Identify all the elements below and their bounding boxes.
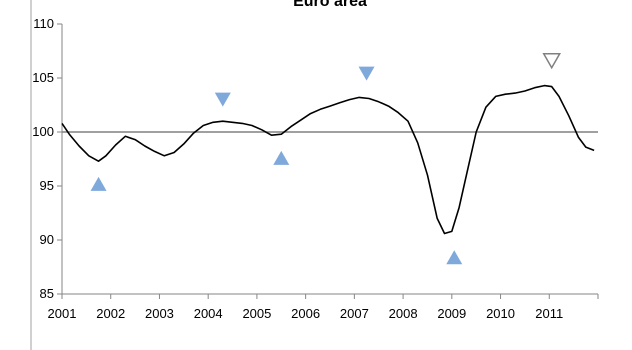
trough-marker [90,176,107,191]
series-line [61,84,595,235]
trough-marker [273,150,290,165]
x-tick-label: 2006 [291,306,320,321]
x-tick-label: 2010 [486,306,515,321]
chart-title: Euro area [293,0,367,10]
x-tick-label: 2011 [535,306,563,321]
x-tick-label: 2008 [389,306,418,321]
y-tick-label: 110 [33,16,54,31]
x-tick-label: 2002 [96,306,125,321]
x-tick-label: 2003 [145,306,174,321]
y-tick-label: 100 [32,124,54,139]
peak-marker [214,92,231,107]
peak-marker [542,52,562,70]
x-tick-label: 2001 [48,306,77,321]
y-tick-label: 85 [40,286,54,301]
y-tick-label: 105 [32,70,54,85]
trough-marker [446,250,463,265]
y-tick-label: 90 [40,232,54,247]
peak-marker [358,66,375,81]
x-tick-label: 2009 [437,306,466,321]
y-tick-label: 95 [40,178,54,193]
x-tick-label: 2007 [340,306,369,321]
x-tick-label: 2004 [194,306,223,321]
x-tick-label: 2005 [242,306,271,321]
